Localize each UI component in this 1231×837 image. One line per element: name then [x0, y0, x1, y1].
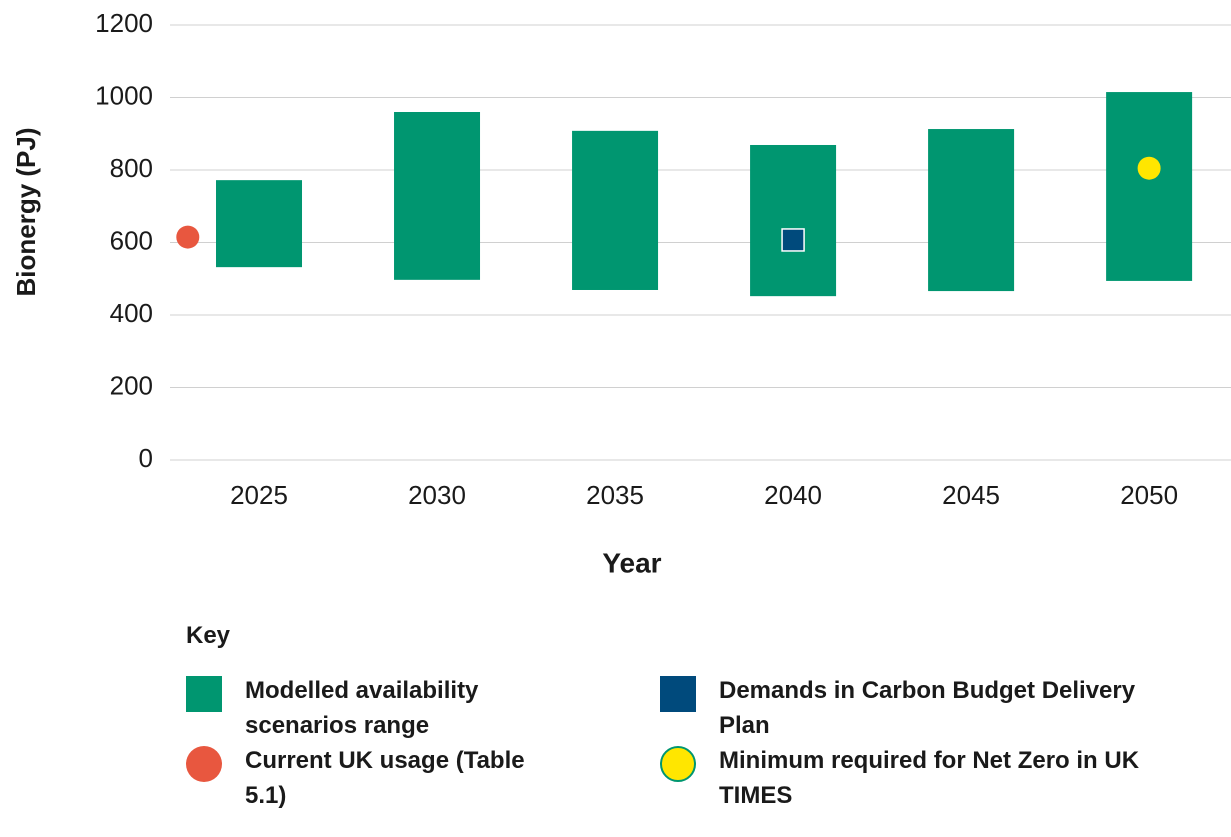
legend-title: Key: [186, 622, 231, 649]
y-tick-label: 800: [110, 153, 153, 183]
x-tick-label: 2030: [408, 480, 466, 510]
chart: Year Bionergy (PJ) 0 200 400 600 800 1000 1200…: [11, 8, 1231, 578]
x-tick-label: 2025: [230, 480, 288, 510]
y-axis-label: Bionergy (PJ): [11, 127, 41, 296]
legend-swatch: [186, 746, 222, 782]
y-tick-label: 200: [110, 370, 153, 400]
range-bar: [1106, 92, 1193, 281]
legend-label: Modelled availability scenarios range: [245, 677, 479, 739]
circle-marker: [1137, 156, 1161, 180]
x-axis-label: Year: [602, 547, 661, 578]
legend-label: Demands in Carbon Budget Delivery Plan: [719, 677, 1136, 739]
legend-label: Current UK usage (Table 5.1): [245, 747, 525, 809]
y-tick-label: 400: [110, 298, 153, 328]
x-tick-label: 2050: [1120, 480, 1178, 510]
x-tick-label: 2045: [942, 480, 1000, 510]
legend-swatch: [186, 676, 222, 712]
range-bar: [394, 112, 481, 280]
legend-swatch: [660, 676, 696, 712]
y-tick-label: 600: [110, 225, 153, 255]
legend-swatch: [660, 746, 696, 782]
range-bar: [572, 130, 659, 290]
range-bar: [216, 180, 303, 268]
x-tick-label: 2035: [586, 480, 644, 510]
range-bar: [750, 144, 837, 297]
square-marker: [781, 228, 805, 252]
legend-label: Minimum required for Net Zero in UK TIME…: [719, 747, 1140, 809]
y-tick-label: 1000: [95, 80, 153, 110]
circle-marker: [176, 225, 200, 249]
x-tick-label: 2040: [764, 480, 822, 510]
range-bar: [928, 129, 1015, 292]
y-tick-label: 0: [139, 443, 153, 473]
y-tick-label: 1200: [95, 8, 153, 38]
